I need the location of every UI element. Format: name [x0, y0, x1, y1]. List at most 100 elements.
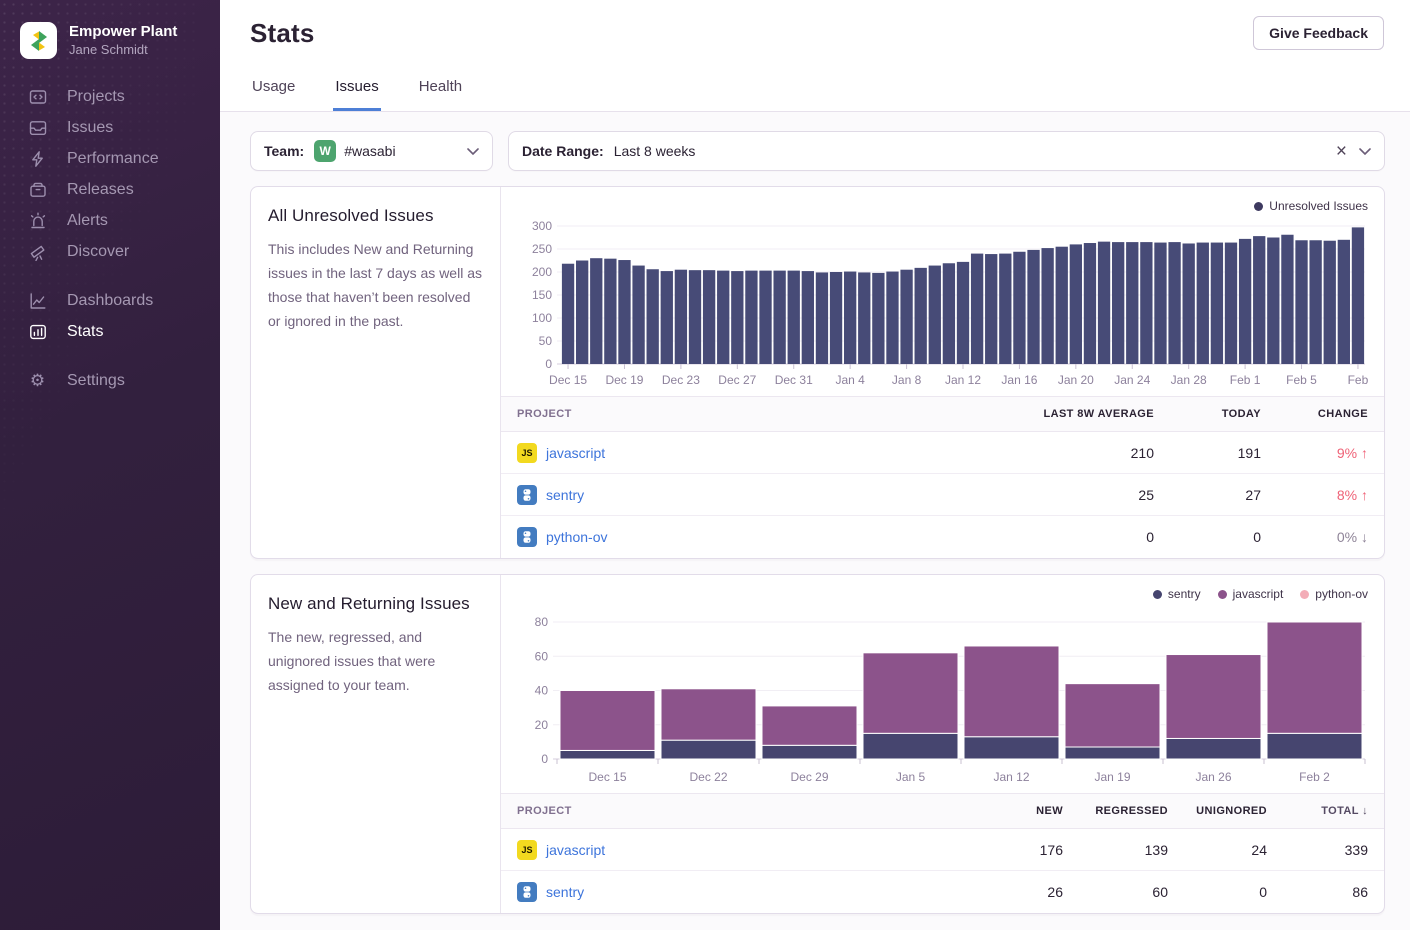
svg-text:250: 250: [532, 242, 552, 256]
svg-text:300: 300: [532, 219, 552, 233]
svg-text:20: 20: [535, 718, 549, 732]
gear-icon: ⚙: [29, 371, 46, 390]
project-link[interactable]: sentry: [546, 486, 585, 503]
sidebar-item-label: Performance: [67, 149, 159, 167]
clear-date-icon[interactable]: ×: [1335, 140, 1347, 162]
sidebar-item-label: Releases: [67, 180, 134, 198]
sidebar-item-performance[interactable]: Performance: [0, 143, 220, 174]
legend-label: sentry: [1167, 587, 1201, 601]
table-cell-value: 191: [1237, 444, 1261, 461]
sidebar-item-label: Issues: [67, 118, 114, 136]
chart-legend: sentry javascript python-ov: [517, 584, 1368, 604]
sidebar-item-issues[interactable]: Issues: [0, 112, 220, 143]
sidebar-item-dashboards[interactable]: Dashboards: [0, 285, 220, 316]
nav-divider: [0, 267, 220, 285]
releases-icon: [28, 180, 47, 199]
legend-item-javascript[interactable]: javascript: [1217, 587, 1283, 601]
project-icon-js: JS: [517, 839, 537, 860]
svg-text:Jan 4: Jan 4: [835, 373, 865, 387]
org-switcher[interactable]: Empower Plant Jane Schmidt: [0, 0, 220, 59]
team-avatar: W: [314, 140, 337, 162]
legend-item-sentry[interactable]: sentry: [1152, 587, 1201, 601]
svg-text:150: 150: [532, 288, 552, 302]
project-link[interactable]: python-ov: [546, 529, 608, 545]
legend-label: Unresolved Issues: [1269, 199, 1368, 213]
table-row: JS javascript 210 191 9% ↑: [501, 432, 1384, 474]
sidebar-nav: Projects Issues Performance Releases: [0, 81, 220, 396]
svg-text:Jan 12: Jan 12: [945, 373, 981, 387]
chart-legend: Unresolved Issues: [517, 196, 1368, 216]
table-row: sentry 25 27 8% ↑: [501, 474, 1384, 516]
sidebar-item-projects[interactable]: Projects: [0, 81, 220, 112]
panel-description-text: The new, regressed, and unignored issues…: [268, 629, 436, 693]
date-range-label: Date Range:: [522, 143, 604, 159]
panel-title: All Unresolved Issues: [268, 206, 434, 225]
table-cell-value: 339: [1344, 841, 1368, 858]
siren-icon: [28, 211, 47, 230]
sidebar-item-label: Alerts: [67, 211, 108, 229]
table-cell-value: 0: [1259, 884, 1267, 900]
tab-health[interactable]: Health: [418, 78, 463, 95]
table-cell-value: 139: [1144, 841, 1168, 858]
table-cell-value: 24: [1251, 841, 1267, 858]
svg-text:100: 100: [532, 311, 552, 325]
bar-chart-icon: [28, 322, 47, 341]
project-link[interactable]: javascript: [546, 841, 606, 858]
lightning-icon: [28, 149, 47, 168]
org-logo: [20, 22, 57, 59]
svg-text:Jan 20: Jan 20: [1058, 373, 1094, 387]
sidebar-item-stats[interactable]: Stats: [0, 316, 220, 347]
panel-new-returning-issues: New and Returning Issues The new, regres…: [250, 574, 1385, 914]
svg-text:Feb: Feb: [1348, 373, 1369, 387]
sidebar-item-alerts[interactable]: Alerts: [0, 205, 220, 236]
page-title: Stats: [250, 18, 315, 48]
team-label: Team:: [264, 143, 305, 159]
sidebar-item-settings[interactable]: ⚙ Settings: [0, 365, 220, 396]
svg-text:Feb 5: Feb 5: [1286, 373, 1317, 387]
issues-icon: [28, 118, 47, 137]
svg-text:Dec 15: Dec 15: [588, 770, 626, 784]
svg-text:Dec 23: Dec 23: [662, 373, 700, 387]
filter-bar: Team: W #wasabi Date Range: Last 8 weeks…: [250, 131, 1385, 171]
team-value: #wasabi: [344, 143, 396, 159]
table-cell-value: 0: [1146, 529, 1154, 545]
svg-text:Dec 31: Dec 31: [775, 373, 813, 387]
legend-item-python-ov[interactable]: python-ov: [1300, 587, 1368, 601]
panel-body: sentry javascript python-ov 0 20 40 60 80 Dec 1…: [501, 575, 1384, 913]
column-header[interactable]: Total ↓: [1321, 805, 1368, 817]
project-link[interactable]: javascript: [546, 444, 606, 461]
page-content: Team: W #wasabi Date Range: Last 8 weeks…: [220, 112, 1410, 929]
table-cell-value: 25: [1138, 486, 1154, 503]
nav-divider: [0, 347, 220, 365]
legend-item-unresolved-issues[interactable]: Unresolved Issues: [1254, 199, 1368, 213]
panel-description: All Unresolved Issues This includes New …: [251, 187, 501, 558]
give-feedback-button[interactable]: Give Feedback: [1253, 16, 1384, 50]
svg-text:0: 0: [545, 357, 552, 371]
table-header-row: Project Last 8w Average Today Change: [501, 396, 1384, 432]
sidebar-item-releases[interactable]: Releases: [0, 174, 220, 205]
date-range-select[interactable]: Date Range: Last 8 weeks ×: [508, 131, 1385, 171]
tab-issues[interactable]: Issues: [333, 78, 381, 111]
sidebar-item-label: Settings: [67, 371, 125, 389]
project-cell: sentry: [517, 882, 953, 902]
project-cell: sentry: [517, 484, 974, 505]
column-header: Change: [1317, 408, 1368, 420]
team-select[interactable]: Team: W #wasabi: [250, 131, 493, 171]
chevron-down-icon: [467, 147, 479, 155]
svg-text:Dec 27: Dec 27: [718, 373, 756, 387]
project-link[interactable]: sentry: [546, 884, 585, 900]
sidebar-item-discover[interactable]: Discover: [0, 236, 220, 267]
tab-bar: Usage Issues Health: [250, 78, 1384, 111]
tab-usage[interactable]: Usage: [252, 78, 296, 95]
chart-area: sentry javascript python-ov 0 20 40 60 80 Dec 1…: [501, 575, 1384, 791]
panel-title: New and Returning Issues: [268, 594, 470, 613]
legend-label: python-ov: [1315, 587, 1368, 601]
project-cell: JS javascript: [517, 442, 974, 463]
svg-text:Dec 22: Dec 22: [689, 770, 727, 784]
panel-description: New and Returning Issues The new, regres…: [251, 575, 501, 913]
table-cell-value: 26: [1047, 884, 1063, 900]
table-cell-value: 86: [1352, 884, 1368, 900]
sidebar-item-label: Dashboards: [67, 291, 154, 309]
chart-area: Unresolved Issues 0 50 100 150 200 250 300 Dec …: [501, 187, 1384, 394]
